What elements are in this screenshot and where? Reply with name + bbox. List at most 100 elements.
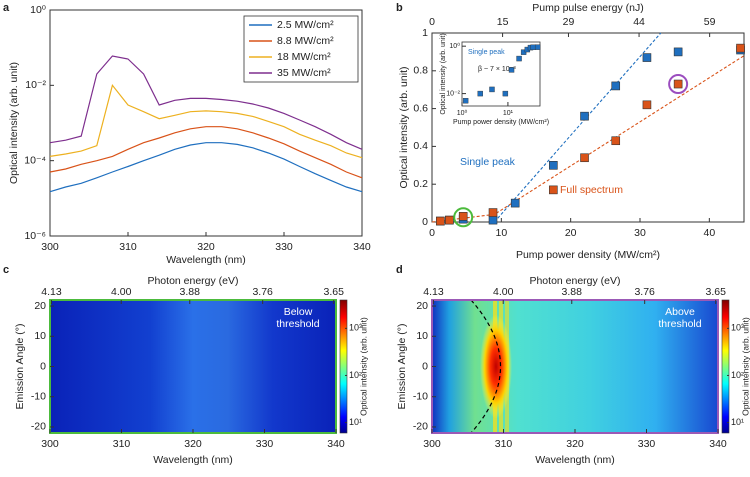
x-tick-label: 29 (563, 16, 575, 28)
inset-annotation: β ~ 7 × 10⁻³ (478, 66, 516, 73)
x-tick-label: 0 (429, 16, 435, 28)
x-tick-label: 310 (495, 438, 513, 450)
y-axis-label: Optical intensity (arb. unit) (398, 67, 410, 189)
y-tick-label: 10⁻⁶ (24, 230, 46, 242)
y-axis-label: Emission Angle (°) (14, 324, 26, 410)
heatmap-hotspot (480, 314, 512, 419)
heatmap-image (432, 300, 718, 433)
x2-axis-label: Photon energy (eV) (147, 275, 238, 287)
y-tick-label: -20 (31, 421, 46, 433)
data-point (673, 47, 683, 57)
spectrum-line (49, 83, 363, 159)
data-point (611, 136, 621, 146)
inset-x-label: Pump power density (MW/cm²) (453, 119, 549, 126)
y-tick-label: 10⁻² (446, 90, 460, 97)
x-tick-label: 3.88 (180, 286, 201, 298)
data-point (549, 185, 558, 195)
x-axis-label: Wavelength (nm) (166, 254, 246, 266)
x-tick-label: 10 (495, 227, 507, 239)
y-tick-label: -10 (31, 391, 46, 403)
x-tick-label: 320 (197, 241, 215, 253)
heatmap-image (50, 300, 336, 433)
y-axis-label: Optical intensity (arb. unit) (8, 62, 20, 184)
colorbar-tick-label: 10² (731, 370, 744, 380)
x-tick-label: 3.76 (252, 286, 273, 298)
y-tick-label: 0.6 (413, 102, 428, 114)
inset-point (489, 86, 495, 93)
x-tick-label: 4.13 (41, 286, 62, 298)
fit-line (493, 32, 662, 223)
threshold-label: threshold (658, 318, 701, 330)
x-tick-label: 330 (275, 241, 293, 253)
x-tick-label: 3.65 (706, 286, 727, 298)
data-point (642, 53, 652, 62)
x-tick-label: 330 (638, 438, 656, 450)
colorbar-tick-label: 10³ (349, 323, 362, 333)
colorbar-tick-label: 10³ (731, 323, 744, 333)
colorbar-tick-label: 10² (349, 370, 362, 380)
y-tick-label: 1 (422, 27, 428, 39)
y-tick-label: 20 (34, 300, 46, 312)
y-tick-label: 10 (34, 330, 46, 342)
inset-point (516, 55, 522, 62)
panel-letter: d (396, 264, 403, 276)
threshold-label: Below (284, 306, 313, 318)
x-tick-label: 300 (41, 241, 59, 253)
data-point (611, 81, 621, 91)
data-point (458, 212, 468, 221)
spectrum-line (49, 142, 363, 193)
x-tick-label: 15 (497, 16, 509, 28)
x2-axis-label: Pump pulse energy (nJ) (532, 2, 643, 14)
y-tick-label: 10⁻⁴ (24, 154, 46, 166)
y-tick-label: 0 (40, 360, 46, 372)
y-tick-label: 0.8 (413, 65, 428, 77)
x-tick-label: 3.65 (324, 286, 345, 298)
y-tick-label: 10⁻² (25, 79, 46, 91)
x-tick-label: 30 (634, 227, 646, 239)
inset-point (530, 44, 536, 50)
x-tick-label: 20 (565, 227, 577, 239)
x-axis-label: Wavelength (nm) (535, 454, 615, 466)
series-label: Full spectrum (560, 184, 623, 196)
inset-y-label: Optical intensity (arb. unit) (440, 33, 447, 114)
data-point (736, 43, 745, 53)
x-tick-label: 320 (566, 438, 584, 450)
panel-letter: c (3, 264, 9, 276)
inset-point (462, 98, 469, 104)
data-point (510, 198, 520, 208)
x-tick-label: 300 (41, 438, 59, 450)
x-tick-label: 0 (429, 227, 435, 239)
data-point (673, 79, 683, 89)
y-axis-label: Emission Angle (°) (396, 324, 408, 410)
x-tick-label: 10¹ (503, 110, 514, 117)
colorbar-tick-label: 10¹ (731, 417, 744, 427)
series-label: Single peak (460, 156, 516, 168)
legend-label: 35 MW/cm² (277, 67, 331, 79)
data-point (549, 161, 558, 170)
inset-area (461, 41, 541, 107)
legend-label: 8.8 MW/cm² (277, 35, 334, 47)
y-tick-label: 20 (416, 300, 428, 312)
legend-label: 18 MW/cm² (277, 51, 331, 63)
spectrum-line (49, 55, 363, 150)
legend-box (243, 15, 359, 83)
x-tick-label: 3.76 (634, 286, 655, 298)
inset-point (477, 90, 483, 97)
highlight-circle (668, 74, 689, 95)
x-axis-label: Wavelength (nm) (153, 454, 233, 466)
x-tick-label: 340 (353, 241, 371, 253)
x-axis-label: Pump power density (MW/cm²) (516, 249, 660, 261)
x-tick-label: 310 (119, 241, 137, 253)
data-point (488, 208, 498, 217)
data-point (580, 111, 589, 121)
y-tick-label: 0 (422, 360, 428, 372)
y-tick-label: 10⁰ (30, 4, 47, 16)
colorbar (721, 299, 730, 434)
colorbar-tick-label: 10¹ (349, 417, 362, 427)
y-tick-label: 0.2 (413, 178, 428, 190)
y-tick-label: 0 (422, 216, 428, 228)
colorbar-label: Optical intensity (arb. unit) (740, 317, 750, 416)
y-tick-label: -10 (413, 391, 428, 403)
x-tick-label: 330 (256, 438, 274, 450)
